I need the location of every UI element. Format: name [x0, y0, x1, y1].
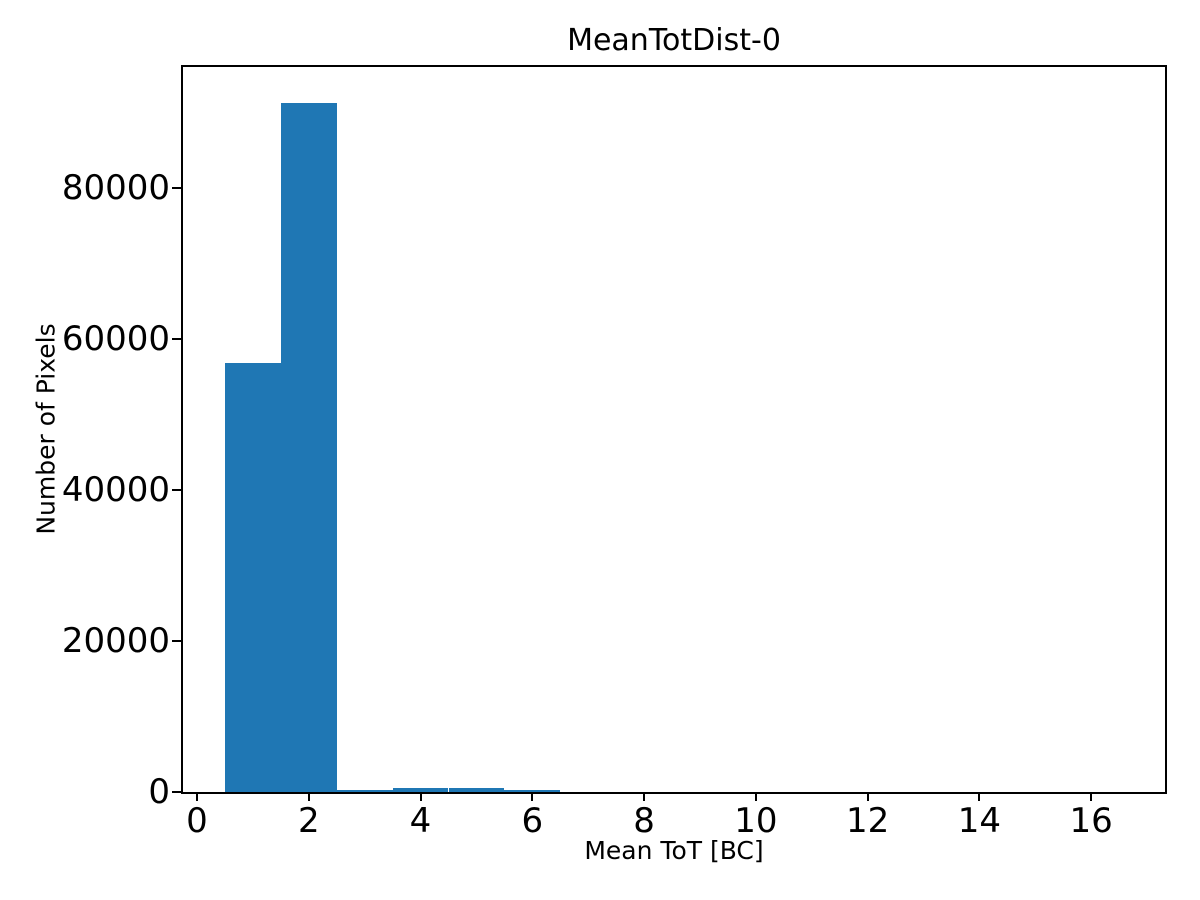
x-tick-mark: [1090, 792, 1093, 801]
y-tick-mark: [172, 337, 181, 340]
histogram-bar: [280, 102, 337, 792]
y-tick-mark: [172, 186, 181, 189]
y-tick-label: 60000: [61, 318, 170, 359]
x-tick-mark: [754, 792, 757, 801]
chart-title: MeanTotDist-0: [567, 23, 781, 58]
x-tick-mark: [531, 792, 534, 801]
x-tick-mark: [978, 792, 981, 801]
histogram-bar: [504, 789, 561, 792]
x-tick-mark: [419, 792, 422, 801]
y-tick-label: 80000: [61, 167, 170, 208]
x-axis-label: Mean ToT [BC]: [584, 836, 764, 865]
x-tick-label: 16: [1069, 801, 1113, 841]
y-tick-label: 0: [148, 772, 170, 812]
x-tick-label: 10: [734, 801, 778, 841]
x-tick-label: 0: [186, 801, 208, 841]
histogram-bar: [224, 363, 281, 792]
x-tick-mark: [643, 792, 646, 801]
histogram-bar: [448, 788, 505, 792]
y-tick-label: 40000: [61, 469, 170, 510]
x-tick-label: 6: [521, 801, 544, 841]
y-tick-mark: [172, 488, 181, 491]
x-tick-mark: [307, 792, 310, 801]
histogram-bar: [336, 789, 393, 792]
y-tick-mark: [172, 640, 181, 642]
histogram-bar: [392, 788, 449, 792]
plot-area: [181, 65, 1167, 794]
x-tick-label: 2: [297, 801, 320, 841]
x-tick-label: 12: [846, 801, 890, 841]
y-tick-mark: [172, 791, 181, 793]
x-tick-mark: [196, 792, 198, 801]
x-tick-label: 8: [633, 801, 655, 841]
x-tick-mark: [866, 792, 869, 801]
x-tick-label: 4: [409, 801, 432, 841]
y-tick-label: 20000: [61, 621, 170, 661]
x-tick-label: 14: [957, 801, 1002, 841]
